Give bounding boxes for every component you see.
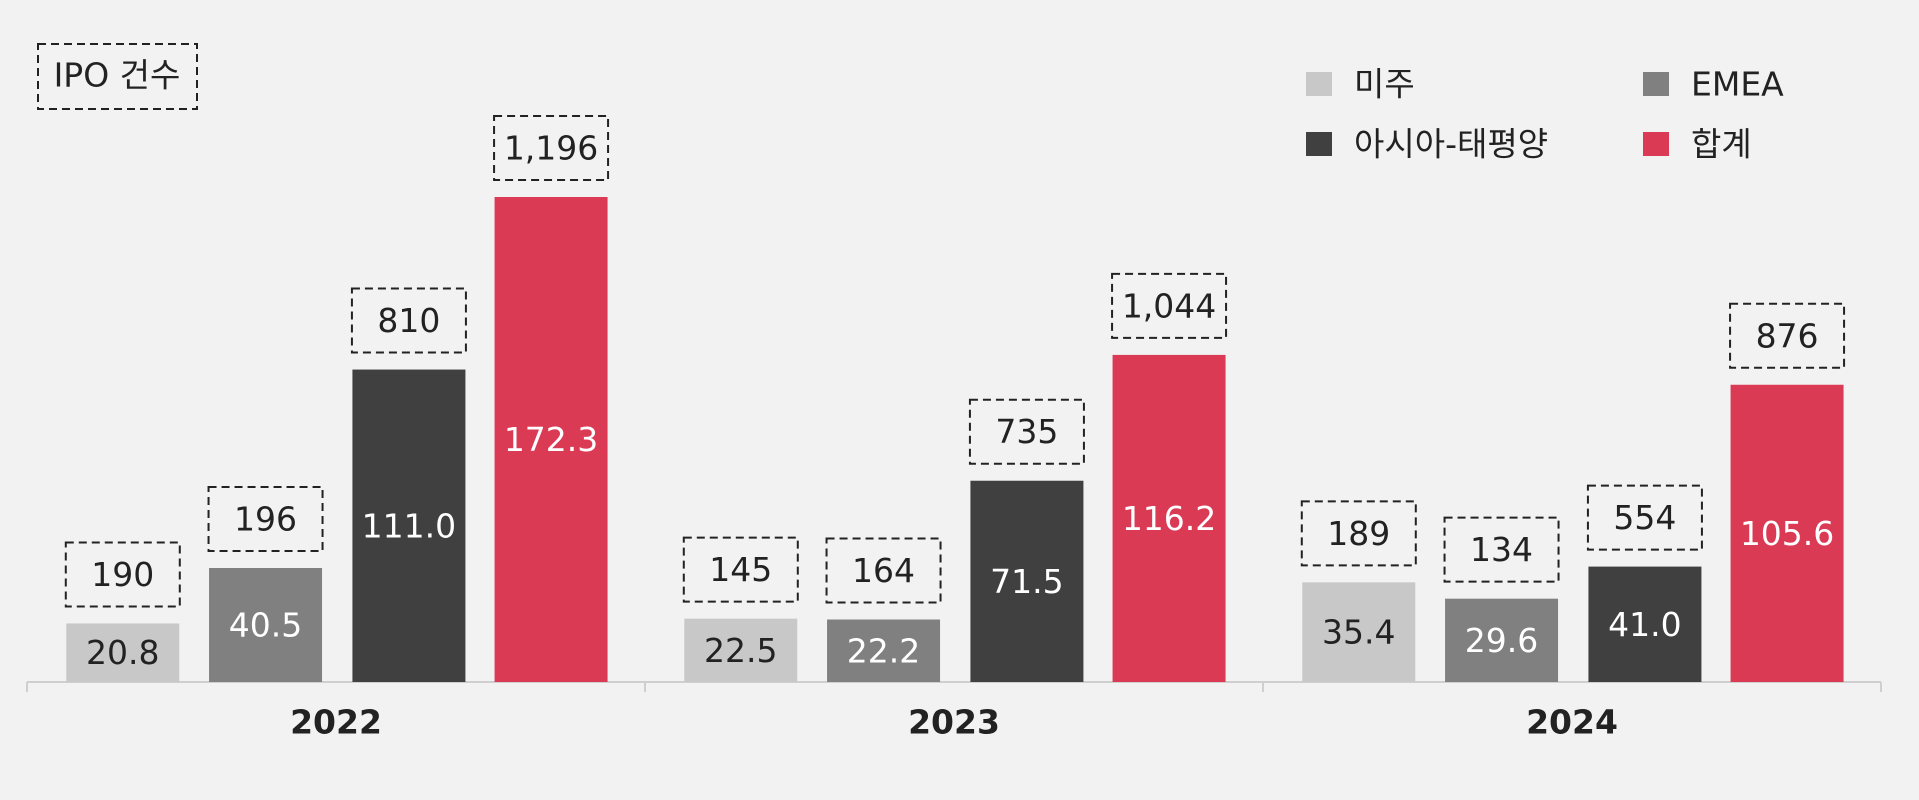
bar xyxy=(1112,354,1226,682)
count-label: 735 xyxy=(995,412,1058,451)
count-label: 134 xyxy=(1470,530,1533,569)
value-label: 22.5 xyxy=(704,631,777,670)
value-label: 116.2 xyxy=(1122,499,1216,538)
bar xyxy=(684,618,798,682)
annotation-box xyxy=(37,43,198,110)
count-box xyxy=(1300,500,1417,567)
count-label: 1,196 xyxy=(504,129,598,168)
x-tick-label: 2022 xyxy=(290,703,382,742)
legend-swatch xyxy=(1306,132,1332,156)
count-box xyxy=(968,398,1085,465)
count-box xyxy=(350,287,467,354)
count-label: 145 xyxy=(709,550,772,589)
bar xyxy=(1588,566,1702,682)
legend-label: EMEA xyxy=(1691,65,1784,104)
value-label: 105.6 xyxy=(1740,514,1834,553)
value-label: 172.3 xyxy=(504,420,598,459)
bar xyxy=(352,369,466,682)
count-label: 196 xyxy=(234,499,297,538)
count-label: 189 xyxy=(1327,514,1390,553)
legend-label: 합계 xyxy=(1691,125,1752,164)
bar xyxy=(1445,598,1559,682)
count-label: 810 xyxy=(377,301,440,340)
value-label: 35.4 xyxy=(1322,613,1395,652)
legend-swatch xyxy=(1643,72,1669,96)
bar xyxy=(970,480,1084,682)
count-label: 876 xyxy=(1756,316,1819,355)
count-box xyxy=(493,115,610,181)
bar xyxy=(1302,582,1416,682)
count-label: 164 xyxy=(852,551,915,590)
count-box xyxy=(1443,516,1560,583)
count-label: 1,044 xyxy=(1122,286,1216,325)
x-tick-label: 2024 xyxy=(1526,703,1618,742)
annotation: IPO 건수 xyxy=(54,56,181,95)
count-box xyxy=(207,485,324,552)
value-label: 20.8 xyxy=(86,633,159,672)
count-box xyxy=(64,541,181,608)
count-label: 190 xyxy=(91,555,154,594)
bar xyxy=(209,567,323,682)
value-label: 71.5 xyxy=(990,562,1063,601)
count-label: 554 xyxy=(1613,498,1676,537)
count-box xyxy=(1729,302,1846,369)
bar xyxy=(827,619,941,682)
legend-swatch xyxy=(1643,132,1669,156)
x-tick-label: 2023 xyxy=(908,703,1000,742)
legend-label: 아시아-태평양 xyxy=(1354,125,1548,164)
count-box xyxy=(1586,484,1703,551)
bar xyxy=(1730,384,1844,682)
legend-label: 미주 xyxy=(1354,65,1415,104)
value-label: 22.2 xyxy=(847,631,920,670)
bar xyxy=(66,623,180,682)
value-label: 40.5 xyxy=(229,605,302,644)
value-label: 111.0 xyxy=(362,506,456,545)
count-box xyxy=(1111,272,1228,339)
count-box xyxy=(682,536,799,603)
value-label: 29.6 xyxy=(1465,621,1538,660)
bar xyxy=(494,197,608,682)
legend-swatch xyxy=(1306,72,1332,96)
count-box xyxy=(825,537,942,604)
value-label: 41.0 xyxy=(1608,605,1681,644)
